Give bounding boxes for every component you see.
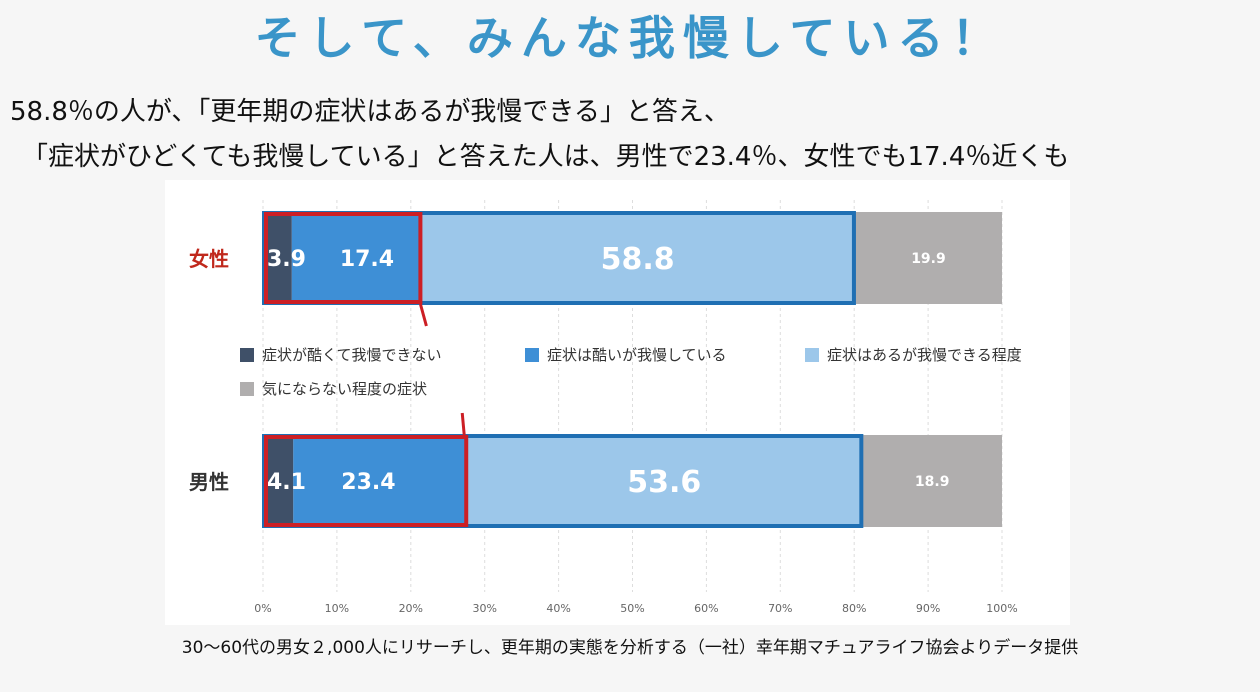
data-label: 4.1 xyxy=(267,470,306,495)
source-note: 30〜60代の男女２,000人にリサーチし、更年期の実態を分析する（一社）幸年期… xyxy=(181,638,1079,658)
legend-item-tolerable: 症状はあるが我慢できる程度 xyxy=(805,344,1022,365)
x-tick-label: 0% xyxy=(254,602,271,615)
bar-segment xyxy=(420,212,855,304)
legend-swatch-severe xyxy=(240,348,254,362)
x-tick-label: 20% xyxy=(399,602,423,615)
legend-swatch-mild xyxy=(240,382,254,396)
legend-label-enduring: 症状は酷いが我慢している xyxy=(547,346,727,364)
category-label: 男性 xyxy=(189,470,229,494)
highlight-box-red xyxy=(264,212,423,304)
data-label: 3.9 xyxy=(267,247,306,272)
x-tick-label: 100% xyxy=(986,602,1017,615)
legend-label-mild: 気にならない程度の症状 xyxy=(262,380,428,398)
summary-line-2: 「症状がひどくても我慢している」と答えた人は、男性で23.4％、女性でも17.4… xyxy=(22,142,1070,172)
connector-line xyxy=(460,412,466,436)
category-label: 女性 xyxy=(189,247,229,271)
legend-item-enduring: 症状は酷いが我慢している xyxy=(525,344,727,365)
bar-segment xyxy=(466,435,863,527)
summary-line-1: 58.8％の人が、「更年期の症状はあるが我慢できる」と答え、 xyxy=(10,97,730,127)
legend-swatch-tolerable xyxy=(805,348,819,362)
page-title: そして、みんな我慢している！ xyxy=(254,11,1006,65)
data-label: 23.4 xyxy=(341,470,395,495)
x-tick-label: 90% xyxy=(916,602,940,615)
x-tick-label: 70% xyxy=(768,602,792,615)
data-label: 19.9 xyxy=(911,251,946,267)
highlight-box-red xyxy=(264,435,469,527)
connector-line xyxy=(418,303,428,327)
legend-label-tolerable: 症状はあるが我慢できる程度 xyxy=(827,346,1022,364)
legend-label-severe: 症状が酷くて我慢できない xyxy=(262,346,442,364)
x-tick-label: 10% xyxy=(325,602,349,615)
legend-item-mild: 気にならない程度の症状 xyxy=(240,378,427,399)
bar-segment xyxy=(854,212,1002,304)
bar-segment xyxy=(293,435,467,527)
x-tick-label: 60% xyxy=(694,602,718,615)
data-label: 53.6 xyxy=(627,465,701,500)
bar-segment xyxy=(263,435,294,527)
data-label: 17.4 xyxy=(340,247,394,272)
bar-segment xyxy=(862,435,1002,527)
legend-swatch-enduring xyxy=(525,348,539,362)
bar-segment xyxy=(291,212,421,304)
data-label: 18.9 xyxy=(915,474,950,490)
data-label: 58.8 xyxy=(601,242,675,277)
legend-item-severe: 症状が酷くて我慢できない xyxy=(240,344,442,365)
x-tick-label: 50% xyxy=(620,602,644,615)
x-tick-label: 40% xyxy=(546,602,570,615)
x-tick-label: 80% xyxy=(842,602,866,615)
x-tick-label: 30% xyxy=(472,602,496,615)
